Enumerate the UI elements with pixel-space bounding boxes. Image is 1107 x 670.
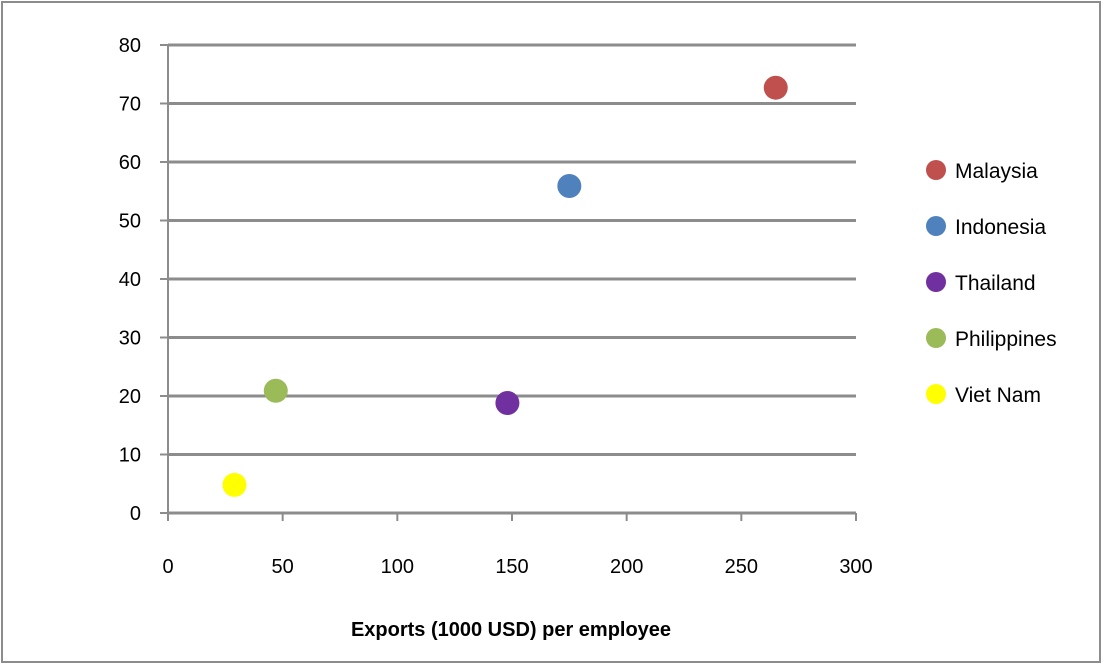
y-tick-label-80: 80 bbox=[119, 35, 141, 57]
x-tick-label-300: 300 bbox=[839, 556, 872, 578]
y-tick-label-20: 20 bbox=[119, 386, 141, 408]
data-points bbox=[222, 75, 788, 497]
x-tick-label-200: 200 bbox=[610, 556, 643, 578]
legend-label-thailand: Thailand bbox=[955, 272, 1036, 295]
axes bbox=[160, 44, 857, 521]
y-tick-label-40: 40 bbox=[119, 269, 141, 291]
legend-marker-malaysia bbox=[926, 160, 946, 180]
point-malaysia bbox=[763, 75, 788, 100]
y-tick-label-10: 10 bbox=[119, 445, 141, 467]
legend-marker-thailand bbox=[926, 272, 946, 292]
legend: Malaysia Indonesia Thailand Philippines Viet… bbox=[926, 160, 1057, 407]
legend-marker-indonesia bbox=[926, 216, 946, 236]
y-tick-label-60: 60 bbox=[119, 152, 141, 174]
y-tick-label-70: 70 bbox=[119, 94, 141, 116]
x-tick-label-250: 250 bbox=[725, 556, 758, 578]
tick-labels: 0 10 20 30 40 50 60 70 80 0 50 100 150 200 250 300 bbox=[119, 35, 873, 578]
point-viet-nam bbox=[222, 472, 247, 497]
legend-label-philippines: Philippines bbox=[955, 328, 1057, 351]
legend-label-malaysia: Malaysia bbox=[955, 160, 1038, 183]
y-tick-label-50: 50 bbox=[119, 211, 141, 233]
point-philippines bbox=[263, 378, 288, 403]
x-tick-label-0: 0 bbox=[162, 556, 173, 578]
legend-marker-viet-nam bbox=[926, 384, 946, 404]
legend-label-indonesia: Indonesia bbox=[955, 216, 1046, 239]
y-tick-label-0: 0 bbox=[130, 503, 141, 525]
x-tick-label-100: 100 bbox=[381, 556, 414, 578]
x-tick-label-50: 50 bbox=[272, 556, 294, 578]
point-indonesia bbox=[557, 173, 582, 198]
point-thailand bbox=[495, 391, 520, 416]
legend-marker-philippines bbox=[926, 328, 946, 348]
x-axis-title: Exports (1000 USD) per employee bbox=[351, 619, 671, 641]
x-tick-label-150: 150 bbox=[495, 556, 528, 578]
legend-label-viet-nam: Viet Nam bbox=[955, 384, 1041, 407]
y-tick-label-30: 30 bbox=[119, 328, 141, 350]
